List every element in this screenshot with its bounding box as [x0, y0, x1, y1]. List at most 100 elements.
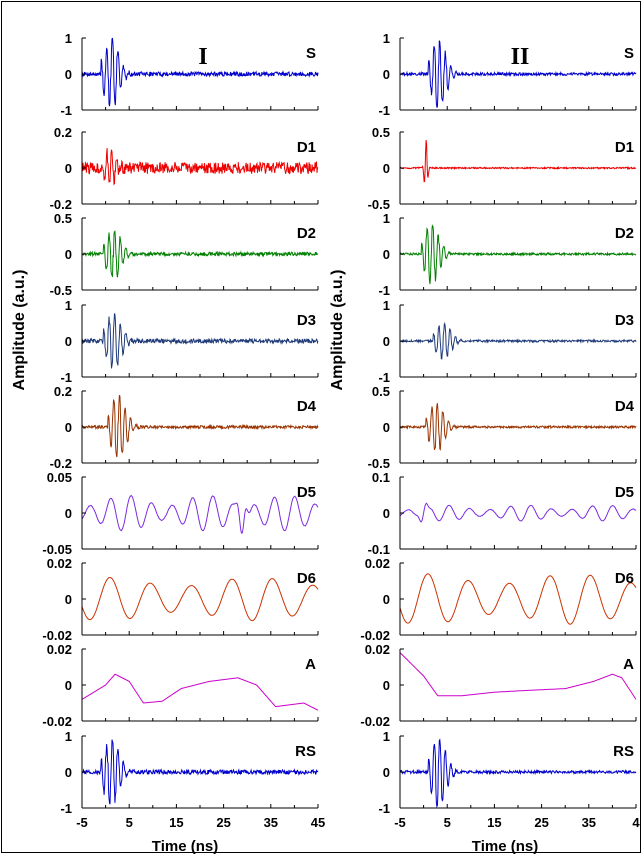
- panel-label: D6: [615, 570, 634, 587]
- y-tick-label: 1: [383, 31, 390, 46]
- series-line-rs: [81, 739, 319, 805]
- series-line-d4: [81, 394, 319, 458]
- y-tick-label: 0: [383, 161, 390, 176]
- panel-label: D4: [615, 398, 635, 415]
- series-line-d6: [81, 577, 319, 622]
- y-tick-label: 1: [383, 729, 390, 744]
- y-tick-label: 0: [65, 67, 72, 82]
- y-tick-label: 0.5: [372, 384, 390, 399]
- y-tick-label: 1: [65, 31, 72, 46]
- y-tick-label: -1: [60, 103, 72, 118]
- y-tick-label: 0.5: [372, 125, 390, 140]
- panel-label: D5: [297, 484, 316, 501]
- series-line-s: [399, 40, 637, 108]
- y-tick-label: 0.02: [47, 556, 72, 571]
- y-tick-label: -1: [60, 370, 72, 385]
- y-tick-label: 0: [65, 334, 72, 349]
- panel-label: D4: [297, 398, 317, 415]
- y-tick-label: -0.02: [360, 628, 390, 643]
- x-tick-label: 25: [216, 815, 230, 830]
- y-tick-label: -0.1: [368, 542, 390, 557]
- y-tick-label: 0: [383, 247, 390, 262]
- panel-label: S: [306, 45, 316, 62]
- panel-label: A: [623, 656, 634, 673]
- y-tick-label: 0: [65, 765, 72, 780]
- y-tick-label: -0.5: [368, 456, 390, 471]
- panel-d5: 0.05 0 -0.05 D5: [42, 470, 319, 557]
- series-line-d2: [82, 230, 319, 278]
- y-tick-label: 0.02: [365, 642, 390, 657]
- y-tick-label: -1: [378, 370, 390, 385]
- y-tick-label: -1: [60, 801, 72, 816]
- y-tick-label: 1: [383, 211, 390, 226]
- panel-s: 1 0 -1 S: [60, 31, 319, 118]
- panel-rs: 1 0 -1 -5 5 15 25 35 45 RS: [60, 729, 325, 830]
- panel-label: A: [305, 656, 316, 673]
- panel-label: S: [624, 45, 634, 62]
- panel-d5: 0.1 0 -0.1 D5: [368, 470, 637, 557]
- y-tick-label: 1: [65, 729, 72, 744]
- panel-d2: 0.5 0 -0.5 D2: [50, 211, 319, 298]
- panel-label: D1: [615, 139, 634, 156]
- y-tick-label: 0: [65, 247, 72, 262]
- y-tick-label: -0.2: [50, 197, 72, 212]
- panel-label: D2: [615, 225, 634, 242]
- x-tick-label: 35: [264, 815, 278, 830]
- series-line-d5: [81, 494, 319, 534]
- panel-label: D3: [615, 312, 634, 329]
- panel-a: 0.02 0 -0.02 A: [42, 642, 319, 729]
- panel-label: RS: [613, 743, 634, 760]
- series-line-d6: [399, 573, 637, 625]
- y-tick-label: 0: [65, 592, 72, 607]
- y-tick-label: 0: [383, 67, 390, 82]
- x-tick-label: 4: [632, 815, 640, 830]
- panel-d1: 0.2 0 -0.2 D1: [50, 125, 319, 212]
- panel-d4: 0.5 0 -0.5 D4: [368, 384, 637, 471]
- y-tick-label: 0: [65, 420, 72, 435]
- series-line-a: [399, 652, 637, 700]
- series-line-s: [81, 37, 319, 107]
- y-tick-label: 1: [65, 298, 72, 313]
- y-tick-label: 0: [383, 765, 390, 780]
- panel-d6: 0.02 0 -0.02 D6: [360, 556, 637, 643]
- y-tick-label: -0.02: [42, 628, 72, 643]
- panel-label: D6: [297, 570, 316, 587]
- panel-d1: 0.5 0 -0.5 D1: [368, 125, 637, 212]
- x-tick-label: 5: [444, 815, 451, 830]
- y-tick-label: 0: [383, 592, 390, 607]
- y-tick-label: 0.02: [47, 642, 72, 657]
- series-line-rs: [399, 738, 637, 808]
- series-line-d3: [81, 313, 319, 369]
- y-tick-label: -1: [378, 801, 390, 816]
- panel-s: 1 0 -1 S: [378, 31, 637, 118]
- series-line-a: [81, 673, 319, 711]
- series-line-d2: [399, 224, 637, 285]
- x-tick-label: -5: [76, 815, 88, 830]
- y-tick-label: 0: [383, 678, 390, 693]
- y-tick-label: 0.02: [365, 556, 390, 571]
- series-line-d3: [399, 322, 637, 360]
- y-tick-label: -0.02: [42, 714, 72, 729]
- y-tick-label: 0.2: [54, 125, 72, 140]
- y-tick-label: -0.5: [50, 283, 72, 298]
- series-line-d1: [399, 139, 637, 183]
- y-tick-label: 0: [383, 506, 390, 521]
- series-line-d5: [399, 502, 637, 523]
- y-axis-label-left: Amplitude (a.u.): [11, 270, 28, 391]
- x-axis-label-right: Time (ns): [472, 838, 538, 855]
- y-tick-label: 0: [65, 678, 72, 693]
- panel-d2: 1 0 -1 D2: [378, 211, 637, 298]
- x-tick-label: -5: [394, 815, 406, 830]
- x-tick-label: 45: [311, 815, 325, 830]
- y-tick-label: 0: [383, 420, 390, 435]
- y-tick-label: 0: [65, 506, 72, 521]
- panel-d4: 0.2 0 -0.2 D4: [50, 384, 319, 471]
- x-tick-label: 25: [534, 815, 548, 830]
- panel-d6: 0.02 0 -0.02 D6: [42, 556, 319, 643]
- y-tick-label: -0.2: [50, 456, 72, 471]
- column-II: II10-1S0.50-0.5D110-1D210-1D30.50-0.5D40…: [360, 31, 640, 830]
- y-tick-label: -1: [378, 103, 390, 118]
- panel-label: RS: [295, 743, 316, 760]
- x-tick-label: 15: [169, 815, 183, 830]
